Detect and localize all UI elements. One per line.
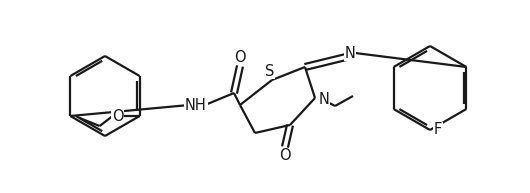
Text: O: O xyxy=(112,108,123,124)
Text: N: N xyxy=(344,46,356,60)
Text: S: S xyxy=(266,63,275,79)
Text: O: O xyxy=(279,148,291,163)
Text: O: O xyxy=(234,49,246,64)
Text: F: F xyxy=(434,123,442,137)
Text: NH: NH xyxy=(185,97,207,113)
Text: N: N xyxy=(319,92,330,108)
